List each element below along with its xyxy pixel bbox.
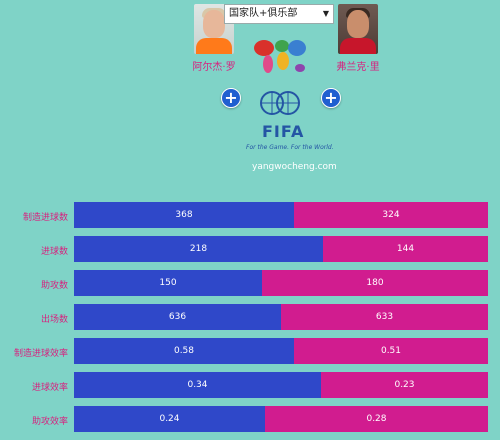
stat-label: 进球数 — [40, 247, 68, 257]
stat-label: 制造进球数 — [22, 213, 68, 223]
stat-bar: 0.24 0.28 — [74, 406, 488, 432]
stat-label: 助攻效率 — [31, 417, 68, 427]
right-player-bar: 0.51 — [294, 338, 488, 364]
left-player-bar: 0.34 — [74, 372, 321, 398]
left-player-name: 阿尔杰·罗 — [192, 62, 236, 73]
team-type-dropdown[interactable]: 国家队+俱乐部 ▼ — [224, 4, 334, 24]
right-player-bar: 324 — [294, 202, 488, 228]
left-player-bar: 0.58 — [74, 338, 294, 364]
chevron-down-icon: ▼ — [322, 9, 329, 18]
left-player-bar: 150 — [74, 270, 262, 296]
world-map-icon — [254, 40, 306, 73]
right-player: 弗兰克·里 — [326, 4, 390, 73]
stat-bar: 0.58 0.51 — [74, 338, 488, 364]
stat-label: 出场数 — [40, 315, 68, 325]
right-player-bar: 144 — [323, 236, 488, 262]
dropdown-value: 国家队+俱乐部 — [229, 8, 298, 19]
stat-bar: 368 324 — [74, 202, 488, 228]
stat-label: 助攻数 — [40, 281, 68, 291]
left-player-bar: 368 — [74, 202, 294, 228]
right-player-bar: 633 — [281, 304, 488, 330]
stat-label: 制造进球效率 — [13, 349, 68, 359]
right-player-bar: 0.28 — [265, 406, 488, 432]
site-url: yangwocheng.com — [252, 162, 337, 172]
fifa-slogan: For the Game. For the World. — [246, 144, 334, 151]
stat-bar: 0.34 0.23 — [74, 372, 488, 398]
add-right-player-button[interactable]: + — [321, 88, 341, 108]
stat-label: 进球效率 — [31, 383, 68, 393]
stat-bar: 636 633 — [74, 304, 488, 330]
stat-bar: 218 144 — [74, 236, 488, 262]
left-player-bar: 636 — [74, 304, 281, 330]
fifa-logo-text: FIFA — [262, 122, 305, 141]
fifa-globe-icon — [260, 91, 300, 115]
right-player-avatar[interactable] — [338, 4, 378, 54]
stat-bar: 150 180 — [74, 270, 488, 296]
left-player-bar: 218 — [74, 236, 323, 262]
add-left-player-button[interactable]: + — [221, 88, 241, 108]
right-player-bar: 180 — [262, 270, 488, 296]
left-player-bar: 0.24 — [74, 406, 265, 432]
right-player-name: 弗兰克·里 — [336, 62, 380, 73]
right-player-bar: 0.23 — [321, 372, 488, 398]
